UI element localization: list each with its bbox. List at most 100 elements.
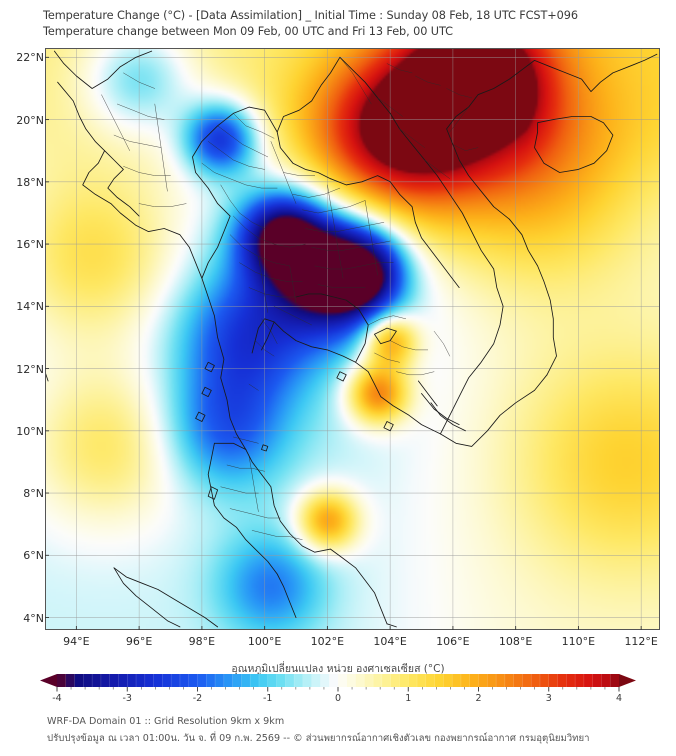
colorbar-band [531, 674, 541, 687]
colorbar-band [601, 674, 611, 687]
colorbar-band [267, 674, 277, 687]
colorbar-band [294, 674, 304, 687]
colorbar-band [390, 674, 400, 687]
colorbar-band [355, 674, 365, 687]
xtick-label: 100°E [247, 635, 282, 648]
colorbar-band [522, 674, 532, 687]
colorbar: อุณหภูมิเปลี่ยนแปลง หน่วย องศาเซลเซียส (… [0, 660, 676, 706]
colorbar-band [539, 674, 550, 687]
graticule [45, 48, 660, 630]
colorbar-band [513, 674, 523, 687]
colorbar-band [171, 674, 181, 687]
xtick-label: 104°E [373, 635, 407, 648]
colorbar-band [136, 674, 146, 687]
footer-credit: ปรับปรุงข้อมูล ณ เวลา 01:00น. วัน จ. ที่… [47, 733, 590, 744]
colorbar-tick-label: -4 [52, 693, 62, 704]
footer-domain-info: WRF-DA Domain 01 :: Grid Resolution 9km … [47, 716, 285, 727]
colorbar-extend-high [619, 674, 636, 687]
colorbar-band [425, 674, 435, 687]
ytick-label: 22°N [16, 51, 44, 65]
colorbar-band [329, 674, 339, 687]
colorbar-band [592, 674, 602, 687]
colorbar-tick-label: -1 [263, 693, 273, 704]
colorbar-band [153, 674, 163, 687]
xtick-label: 96°E [125, 635, 153, 648]
colorbar-band [188, 674, 198, 687]
colorbar-band [381, 674, 392, 687]
anomaly-field-raster [45, 48, 660, 630]
colorbar-band [65, 674, 75, 687]
colorbar-band [575, 674, 585, 687]
xtick-label: 106°E [436, 635, 470, 648]
colorbar-band [320, 674, 330, 687]
colorbar-band [276, 674, 286, 687]
colorbar-label: อุณหภูมิเปลี่ยนแปลง หน่วย องศาเซลเซียส (… [231, 663, 445, 675]
ytick-label: 6°N [23, 549, 44, 563]
colorbar-band [258, 674, 269, 687]
ytick-label: 18°N [16, 175, 44, 189]
colorbar-band [179, 674, 190, 687]
colorbar-band [250, 674, 260, 687]
colorbar-band [118, 674, 128, 687]
colorbar-band [100, 674, 111, 687]
xtick-label: 110°E [561, 635, 596, 648]
colorbar-band [399, 674, 409, 687]
colorbar-band [285, 674, 295, 687]
colorbar-extend-low [40, 674, 57, 687]
colorbar-tick-label: -3 [122, 693, 132, 704]
colorbar-tick-label: 0 [334, 693, 342, 704]
xtick-label: 94°E [63, 635, 90, 648]
title-line-2: Temperature change between Mon 09 Feb, 0… [43, 25, 453, 38]
coastlines [45, 50, 658, 628]
colorbar-band [215, 674, 225, 687]
colorbar-band [241, 674, 251, 687]
colorbar-band [127, 674, 137, 687]
colorbar-band [232, 674, 242, 687]
map-plot-area[interactable] [45, 48, 660, 630]
colorbar-band [92, 674, 102, 687]
colorbar-band [364, 674, 374, 687]
xtick-label: 102°E [310, 635, 345, 648]
colorbar-band [408, 674, 418, 687]
colorbar-band [548, 674, 558, 687]
colorbar-band [162, 674, 172, 687]
colorbar-band [57, 674, 67, 687]
colorbar-band [109, 674, 119, 687]
colorbar-band [583, 674, 594, 687]
colorbar-band [610, 674, 620, 687]
colorbar-band [478, 674, 488, 687]
colorbar-tick-label: 3 [545, 693, 552, 704]
colorbar-band [302, 674, 313, 687]
colorbar-band [417, 674, 427, 687]
colorbar-gradient [40, 674, 636, 692]
axis-ticks [45, 56, 642, 630]
colorbar-band [223, 674, 233, 687]
xtick-label: 98°E [188, 635, 216, 648]
colorbar-band [373, 674, 383, 687]
temperature-anomaly-heatmap [45, 48, 660, 630]
colorbar-band [346, 674, 356, 687]
colorbar-tick-label: 1 [405, 693, 412, 704]
administrative-boundaries [101, 57, 479, 540]
title-block: Temperature Change (°C) - [Data Assimila… [43, 8, 663, 40]
ytick-label: 12°N [16, 362, 44, 376]
ytick-label: 4°N [23, 611, 44, 625]
colorbar-band [469, 674, 479, 687]
colorbar-tick-label: -2 [192, 693, 203, 704]
colorbar-band [443, 674, 453, 687]
colorbar-band [83, 674, 93, 687]
colorbar-band [311, 674, 321, 687]
colorbar-band [74, 674, 84, 687]
colorbar-band [338, 674, 348, 687]
colorbar-band [434, 674, 444, 687]
colorbar-band [496, 674, 506, 687]
colorbar-tick-label: 2 [475, 693, 482, 704]
ytick-label: 14°N [16, 300, 44, 314]
colorbar-band [452, 674, 462, 687]
xtick-label: 108°E [498, 635, 533, 648]
colorbar-band [566, 674, 576, 687]
colorbar-band [504, 674, 514, 687]
title-line-1: Temperature Change (°C) - [Data Assimila… [43, 9, 578, 22]
colorbar-band [460, 674, 471, 687]
